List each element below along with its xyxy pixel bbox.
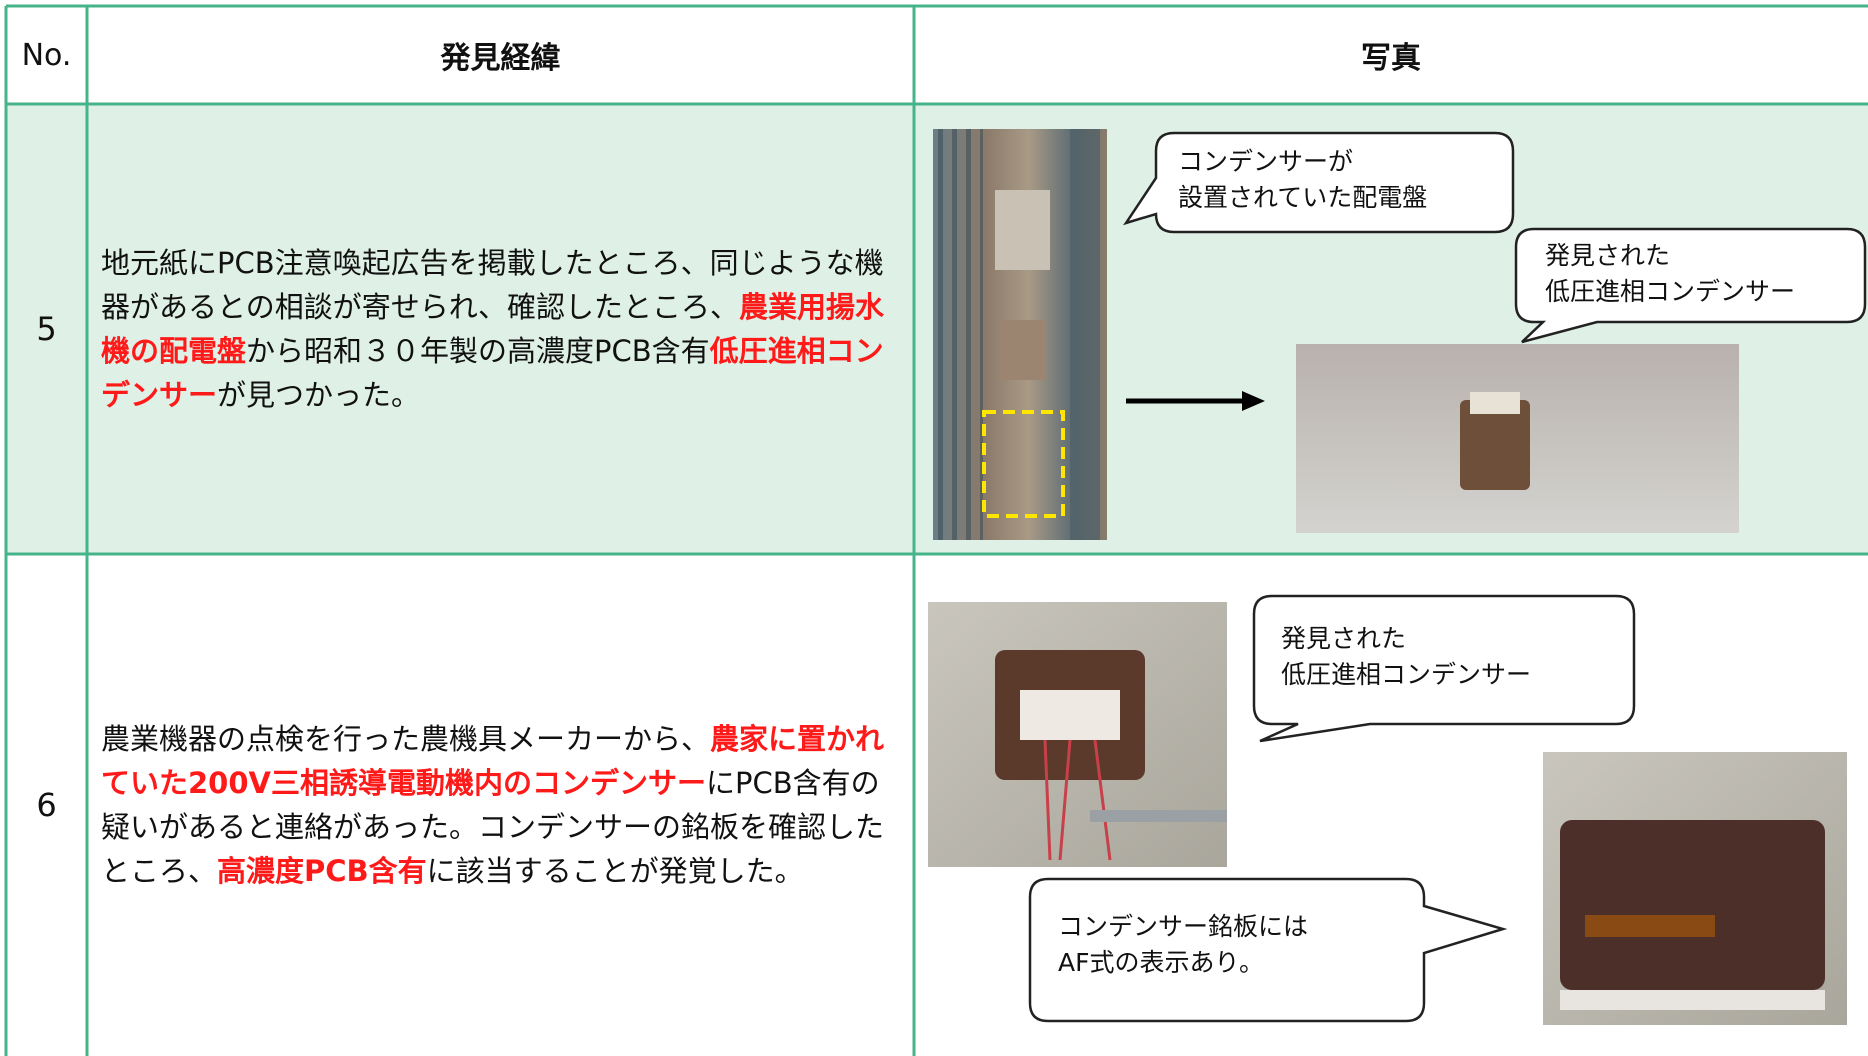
header-photo: 写真 (1361, 41, 1421, 76)
callout-bubble (1123, 131, 1515, 234)
callout-text: コンデンサー銘板には (1058, 912, 1308, 941)
callout-text: 低圧進相コンデンサー (1281, 660, 1531, 689)
highlight-text: 低圧進相コンデンサー (101, 334, 884, 412)
text: 地元紙にPCB注意喚起広告を掲載したところ、同じような機器があるとの相談が寄せら… (101, 246, 884, 324)
description-text: 農業機器の点検を行った農機具メーカーから、農家に置かれていた200V三相誘導電動… (101, 717, 906, 893)
photo-switchboard (933, 129, 1107, 540)
callout-text: 発見された (1545, 241, 1670, 270)
arrow (1126, 391, 1265, 411)
row-description: 地元紙にPCB注意喚起広告を掲載したところ、同じような機器があるとの相談が寄せら… (87, 104, 914, 554)
callout-text: 設置されていた配電盤 (1178, 183, 1427, 212)
photo-nameplate (1543, 752, 1847, 1025)
callout-text: コンデンサーが (1178, 147, 1353, 176)
text: から昭和３０年製の高濃度PCB含有 (246, 334, 710, 368)
callout-bubble (1514, 227, 1867, 344)
description-text: 地元紙にPCB注意喚起広告を掲載したところ、同じような機器があるとの相談が寄せら… (101, 241, 906, 417)
text: 農業機器の点検を行った農機具メーカーから、 (101, 722, 711, 756)
callout-bubble (1028, 877, 1508, 1023)
row-number: 6 (36, 786, 57, 824)
table-borders (4, 4, 1868, 1056)
callouts: コンデンサーが設置されていた配電盤発見された低圧進相コンデンサー発見された低圧進… (1028, 131, 1867, 1023)
text: が見つかった。 (217, 378, 421, 412)
photo-capacitor (1296, 344, 1739, 533)
highlight-text: 農業用揚水機の配電盤 (101, 290, 885, 368)
callout-text: AF式の表示あり。 (1058, 948, 1264, 977)
header-no: No. (21, 37, 72, 73)
callout-text: 発見された (1281, 624, 1406, 653)
callout-bubble (1252, 594, 1636, 743)
row-description: 農業機器の点検を行った農機具メーカーから、農家に置かれていた200V三相誘導電動… (87, 554, 914, 1056)
text: にPCB含有の疑いがあると連絡があった。コンデンサーの銘板を確認したところ、 (101, 766, 885, 888)
text: に該当することが発覚した。 (426, 854, 804, 888)
highlight-text: 農家に置かれていた200V三相誘導電動機内のコンデンサー (101, 722, 885, 800)
header-history: 発見経緯 (440, 41, 561, 76)
callout-text: 低圧進相コンデンサー (1545, 277, 1795, 306)
highlight-text: 高濃度PCB含有 (217, 854, 427, 888)
row-number: 5 (36, 310, 57, 348)
photo-capacitor-wires (928, 602, 1227, 867)
